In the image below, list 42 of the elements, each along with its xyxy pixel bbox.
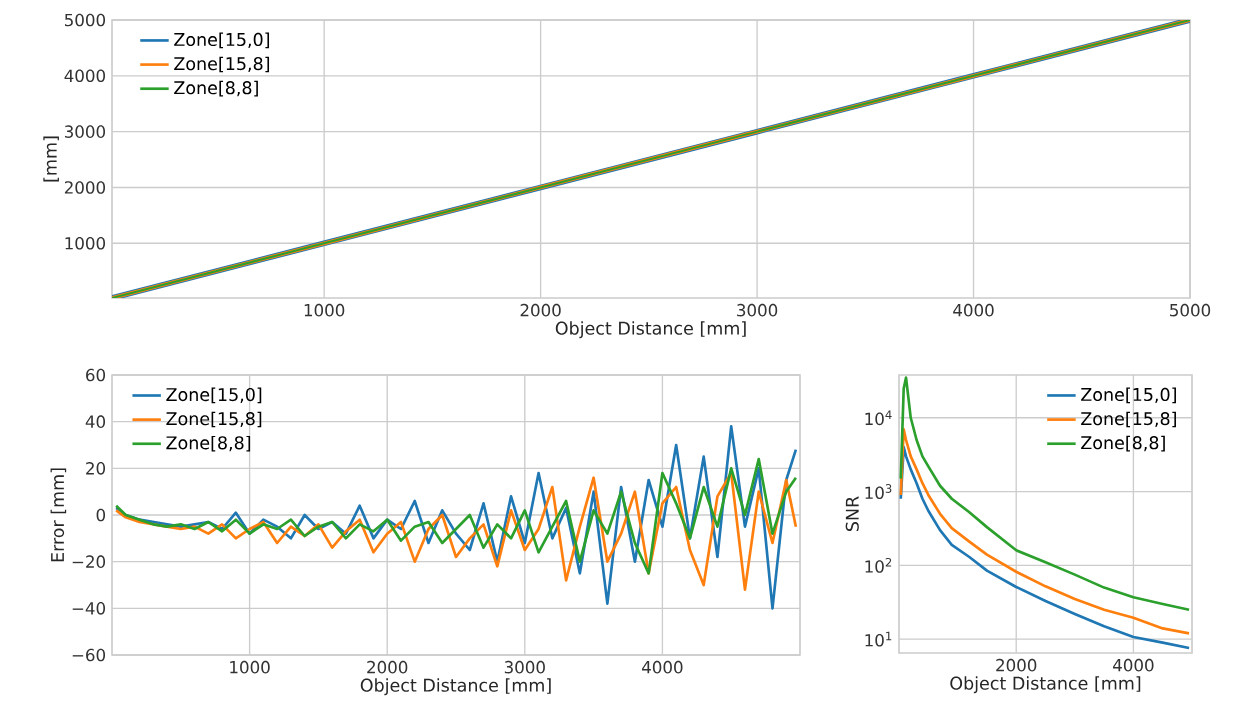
y-tick-label: 10$^{2}$	[865, 557, 892, 573]
y-tick-label: 3000	[64, 125, 106, 138]
x-tick-label: 2000	[996, 658, 1037, 672]
x-tick-label: 1000	[304, 303, 345, 317]
legend-label: Zone[15,0]	[1081, 387, 1176, 404]
legend-label: Zone[8,8]	[174, 80, 258, 97]
x-tick-label: 4000	[953, 303, 994, 317]
y-tick-label: 20	[86, 462, 106, 475]
y-tick-label: −40	[72, 602, 106, 615]
y-axis-title: Error [mm]	[50, 468, 67, 562]
legend-label: Zone[15,8]	[166, 411, 262, 428]
x-tick-label: 3000	[504, 660, 545, 674]
legend-label: Zone[15,0]	[166, 387, 262, 404]
y-tick-label: 2000	[64, 181, 106, 194]
y-tick-label: 1000	[65, 236, 106, 250]
y-tick-label: 10$^{1}$	[865, 631, 892, 647]
y-tick-label: 0	[96, 508, 106, 522]
y-tick-label: 4000	[64, 69, 106, 83]
x-axis-title: Object Distance [mm]	[360, 678, 551, 696]
x-tick-label: 2000	[367, 660, 408, 674]
legend-label: Zone[15,8]	[1081, 411, 1176, 428]
x-tick-label: 5000	[1170, 303, 1211, 317]
y-tick-label: −60	[72, 648, 106, 662]
y-tick-label: 60	[86, 368, 106, 382]
y-tick-label: 40	[85, 415, 106, 428]
y-tick-label: 10$^{4}$	[865, 410, 892, 426]
x-tick-label: 4000	[1113, 658, 1154, 672]
x-tick-label: 1000	[230, 660, 270, 674]
x-axis-title: Object Distance [mm]	[950, 676, 1141, 694]
x-tick-label: 3000	[737, 303, 778, 317]
y-tick-label: −20	[72, 555, 106, 568]
y-axis-title: [mm]	[43, 136, 59, 182]
x-axis-title: Object Distance [mm]	[555, 321, 746, 339]
y-tick-label: 10$^{3}$	[865, 484, 892, 500]
y-axis-title: SNR	[845, 496, 859, 532]
legend-label: Zone[8,8]	[1081, 435, 1165, 452]
y-tick-label: 5000	[64, 13, 106, 27]
x-tick-label: 2000	[520, 303, 561, 317]
legend-label: Zone[15,8]	[174, 56, 270, 73]
legend-label: Zone[15,0]	[174, 32, 270, 49]
legend-label: Zone[8,8]	[166, 435, 251, 452]
x-tick-label: 4000	[642, 660, 683, 674]
